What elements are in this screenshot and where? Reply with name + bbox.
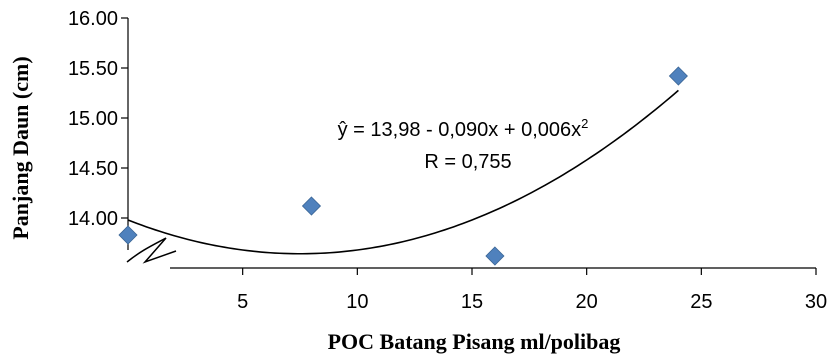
data-points xyxy=(118,66,688,266)
x-tick-label: 25 xyxy=(690,291,712,313)
equation-superscript: 2 xyxy=(581,116,588,131)
y-axis: 14.00 14.50 15.00 15.50 16.00 xyxy=(68,8,129,250)
y-tick-label: 14.00 xyxy=(68,208,118,230)
data-point xyxy=(668,66,688,86)
data-point xyxy=(301,196,322,216)
y-tick-label: 15.50 xyxy=(68,58,118,80)
trendline xyxy=(127,89,679,255)
data-point xyxy=(118,225,138,245)
x-tick-label: 10 xyxy=(346,291,368,313)
r-value-annotation: R = 0,755 xyxy=(424,151,511,173)
x-tick-label: 5 xyxy=(237,291,248,313)
trendline-group xyxy=(127,89,679,255)
y-tick-label: 14.50 xyxy=(68,158,118,180)
x-axis-title: POC Batang Pisang ml/polibag xyxy=(328,329,621,354)
data-point xyxy=(485,246,505,266)
y-tick-label: 15.00 xyxy=(68,108,118,130)
y-tick-label: 16.00 xyxy=(68,8,118,30)
x-tick-label: 30 xyxy=(805,291,827,313)
y-axis-title: Panjang Daun (cm) xyxy=(8,56,33,239)
x-tick-label: 20 xyxy=(576,291,598,313)
axis-break-mark xyxy=(126,237,177,264)
x-tick-label: 15 xyxy=(461,291,483,313)
x-axis: 5 10 15 20 25 30 xyxy=(170,267,827,313)
equation-annotation: ŷ = 13,98 - 0,090x + 0,006x2 xyxy=(338,116,589,141)
